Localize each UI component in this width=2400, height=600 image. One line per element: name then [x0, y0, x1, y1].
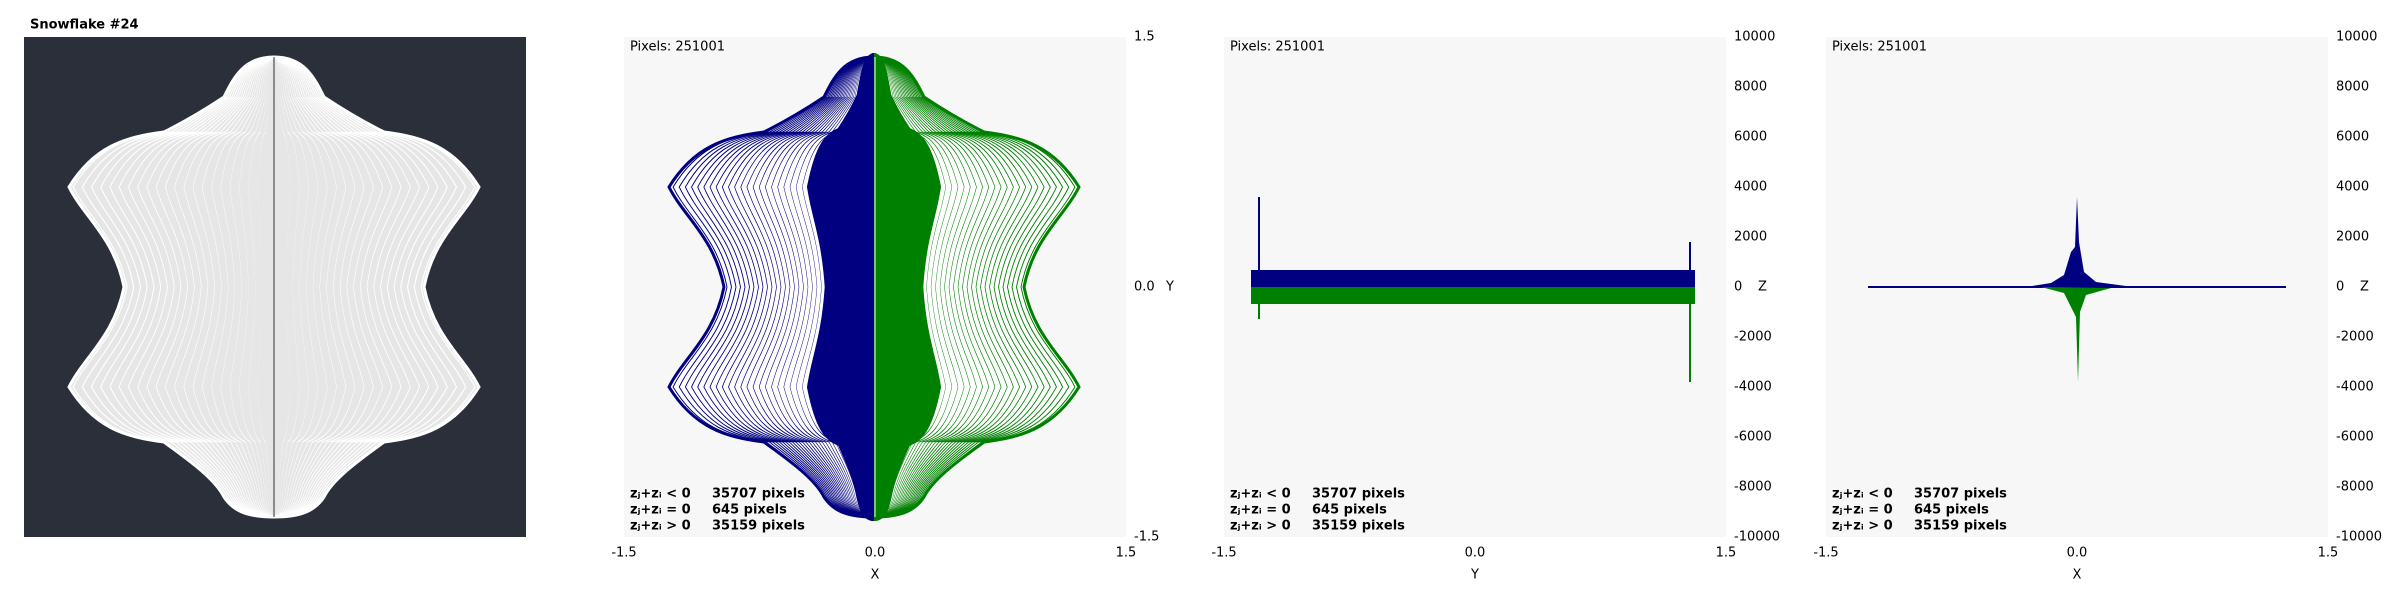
- legend-count: 35707 pixels: [1312, 487, 1405, 502]
- x-axis-label: X: [871, 568, 880, 583]
- hist-pos: [1251, 270, 1695, 287]
- right-tick-label: -2000: [2336, 330, 2374, 345]
- x-tick-label: 0.0: [2067, 546, 2088, 561]
- right-tick-label: 2000: [1734, 230, 1767, 245]
- right-tick-label: 1.5: [1134, 30, 1155, 45]
- legend-count: 35707 pixels: [1914, 487, 2007, 502]
- x-tick-label: -1.5: [611, 546, 636, 561]
- x-axis-label: X: [2073, 568, 2082, 583]
- plot: [1251, 197, 1695, 382]
- right-axis-label: Y: [1165, 280, 1174, 295]
- legend-count: 645 pixels: [712, 503, 787, 518]
- x-tick-label: -1.5: [1813, 546, 1838, 561]
- legend-count: 645 pixels: [1312, 503, 1387, 518]
- right-tick-label: -4000: [1734, 380, 1772, 395]
- legend-count: 35159 pixels: [712, 519, 805, 534]
- right-tick-label: 0: [1734, 280, 1742, 295]
- right-tick-label: -2000: [1734, 330, 1772, 345]
- right-tick-label: 2000: [2336, 230, 2369, 245]
- right-tick-label: 4000: [2336, 180, 2369, 195]
- plot: [667, 57, 1081, 517]
- hist-neg: [1251, 287, 1695, 304]
- x-tick-label: 1.5: [1716, 546, 1737, 561]
- right-tick-label: 0: [2336, 280, 2344, 295]
- hist-pos: [2026, 197, 2126, 287]
- legend-count: 645 pixels: [1914, 503, 1989, 518]
- x-tick-label: 0.0: [865, 546, 886, 561]
- legend-label: zⱼ+zᵢ > 0: [1230, 519, 1291, 534]
- window-title: Snowflake #24: [30, 18, 139, 33]
- x-tick-label: -1.5: [1211, 546, 1236, 561]
- right-tick-label: -10000: [2336, 530, 2382, 545]
- x-tick-label: 1.5: [1116, 546, 1137, 561]
- legend-label: zⱼ+zᵢ > 0: [1832, 519, 1893, 534]
- right-tick-label: -10000: [1734, 530, 1780, 545]
- legend-label: zⱼ+zᵢ = 0: [1832, 503, 1893, 518]
- pixel-count: Pixels: 251001: [1230, 40, 1325, 55]
- legend-label: zⱼ+zᵢ = 0: [630, 503, 691, 518]
- legend-label: zⱼ+zᵢ < 0: [630, 487, 691, 502]
- legend-count: 35707 pixels: [712, 487, 805, 502]
- right-tick-label: 8000: [2336, 80, 2369, 95]
- legend-label: zⱼ+zᵢ = 0: [1230, 503, 1291, 518]
- legend-count: 35159 pixels: [1312, 519, 1405, 534]
- plot: [1868, 197, 2286, 382]
- right-tick-label: 0.0: [1134, 280, 1155, 295]
- x-axis-label: Y: [1470, 568, 1479, 583]
- legend-label: zⱼ+zᵢ > 0: [630, 519, 691, 534]
- x-tick-label: 1.5: [2318, 546, 2339, 561]
- right-tick-label: -4000: [2336, 380, 2374, 395]
- legend-count: 35159 pixels: [1914, 519, 2007, 534]
- right-tick-label: 6000: [1734, 130, 1767, 145]
- snowflake-render: [67, 55, 481, 519]
- x-tick-label: 0.0: [1465, 546, 1486, 561]
- legend-label: zⱼ+zᵢ < 0: [1832, 487, 1893, 502]
- right-tick-label: 6000: [2336, 130, 2369, 145]
- right-tick-label: 8000: [1734, 80, 1767, 95]
- right-tick-label: -6000: [1734, 430, 1772, 445]
- right-tick-label: 4000: [1734, 180, 1767, 195]
- hist-neg: [2041, 287, 2111, 382]
- right-axis-label: Z: [2360, 280, 2369, 295]
- right-tick-label: -6000: [2336, 430, 2374, 445]
- pixel-count: Pixels: 251001: [1832, 40, 1927, 55]
- pixel-count: Pixels: 251001: [630, 40, 725, 55]
- right-tick-label: -8000: [1734, 480, 1772, 495]
- right-tick-label: 10000: [1734, 30, 1775, 45]
- right-axis-label: Z: [1758, 280, 1767, 295]
- legend-label: zⱼ+zᵢ < 0: [1230, 487, 1291, 502]
- right-tick-label: -8000: [2336, 480, 2374, 495]
- right-tick-label: 10000: [2336, 30, 2377, 45]
- right-tick-label: -1.5: [1134, 530, 1159, 545]
